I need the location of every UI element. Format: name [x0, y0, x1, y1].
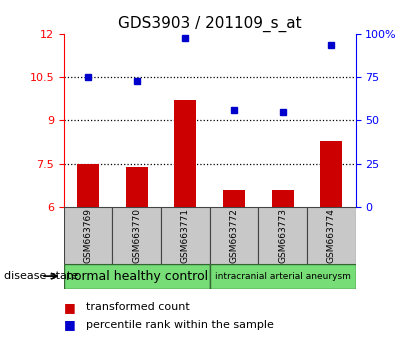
Bar	[272, 190, 293, 207]
Bar	[174, 100, 196, 207]
Text: intracranial arterial aneurysm: intracranial arterial aneurysm	[215, 272, 351, 281]
Bar	[210, 264, 356, 289]
Text: GSM663769: GSM663769	[83, 208, 92, 263]
Bar	[64, 264, 210, 289]
Bar	[307, 207, 356, 264]
Text: GSM663771: GSM663771	[181, 208, 190, 263]
Bar	[112, 207, 161, 264]
Bar	[223, 190, 245, 207]
Text: transformed count: transformed count	[86, 302, 190, 312]
Bar	[258, 207, 307, 264]
Bar	[64, 207, 112, 264]
Bar	[161, 207, 210, 264]
Text: ■: ■	[64, 301, 76, 314]
Bar	[126, 167, 148, 207]
Text: GSM663772: GSM663772	[229, 208, 238, 263]
Bar	[210, 207, 258, 264]
Text: percentile rank within the sample: percentile rank within the sample	[86, 320, 274, 330]
Bar	[77, 164, 99, 207]
Bar	[320, 141, 342, 207]
Text: GSM663773: GSM663773	[278, 208, 287, 263]
Text: ■: ■	[64, 318, 76, 331]
Text: GSM663770: GSM663770	[132, 208, 141, 263]
Text: normal healthy control: normal healthy control	[66, 270, 208, 282]
Title: GDS3903 / 201109_s_at: GDS3903 / 201109_s_at	[118, 16, 301, 32]
Text: disease state: disease state	[4, 271, 78, 281]
Text: GSM663774: GSM663774	[327, 208, 336, 263]
